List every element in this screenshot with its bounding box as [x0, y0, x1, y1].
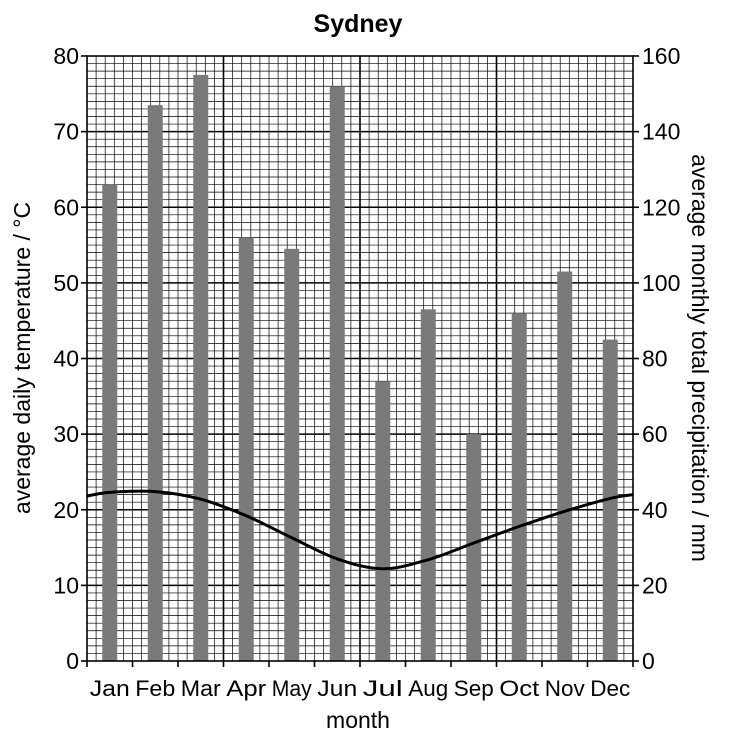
left-tick-label: 0 — [66, 648, 79, 674]
left-tick-label: 70 — [53, 119, 79, 145]
right-tick-label: 120 — [642, 194, 680, 220]
temperature-line — [86, 489, 634, 571]
x-tick-label-dec: Dec — [590, 676, 630, 701]
precipitation-bars — [102, 74, 618, 661]
left-tick-label: 50 — [53, 270, 79, 296]
precip-bar-may — [284, 248, 300, 661]
precip-bar-jan — [102, 184, 118, 661]
precip-bar-mar — [193, 74, 209, 661]
temperature-line-group — [86, 489, 634, 571]
precip-bar-oct — [511, 313, 527, 661]
left-tick-label: 30 — [53, 421, 79, 447]
left-tick-label: 20 — [53, 497, 79, 523]
x-tick-label-apr: Apr — [226, 676, 266, 701]
precip-bar-sep — [466, 434, 482, 661]
left-tick-label: 40 — [53, 346, 79, 372]
left-tick-label: 60 — [53, 194, 79, 220]
precip-bar-feb — [147, 105, 163, 661]
right-tick-label: 20 — [642, 572, 668, 598]
right-tick-label: 40 — [642, 497, 668, 523]
x-tick-label-nov: Nov — [545, 676, 585, 701]
right-tick-label: 0 — [642, 648, 655, 674]
precip-bar-jun — [329, 86, 345, 661]
x-tick-label-may: May — [272, 676, 312, 701]
y-axis-left-label: average daily temperature / °C — [9, 202, 35, 514]
precip-bar-nov — [557, 271, 573, 661]
precip-bar-jul — [375, 381, 391, 661]
x-tick-label-jan: Jan — [90, 676, 130, 701]
right-tick-label: 160 — [642, 43, 680, 69]
x-tick-label-sep: Sep — [454, 676, 494, 701]
precip-bar-apr — [238, 237, 254, 661]
tick-labels: 0 10 20 30 40 50 60 70 80 0 20 40 60 80 100 120 140 160 Ja… — [53, 43, 680, 701]
left-tick-label: 80 — [53, 43, 79, 69]
grid — [87, 56, 633, 661]
x-tick-label-feb: Feb — [135, 676, 175, 701]
x-tick-label-mar: Mar — [181, 676, 221, 701]
right-tick-label: 80 — [642, 346, 668, 372]
y-axis-right-label: average monthly total precipitation / mm — [687, 154, 713, 562]
x-tick-label-jun: Jun — [317, 676, 357, 701]
right-tick-label: 100 — [642, 270, 680, 296]
precip-bar-aug — [420, 309, 436, 661]
right-tick-label: 140 — [642, 119, 680, 145]
x-tick-label-aug: Aug — [408, 676, 448, 701]
x-tick-label-jul: Jul — [363, 676, 403, 701]
x-tick-label-oct: Oct — [499, 676, 539, 701]
right-tick-label: 60 — [642, 421, 668, 447]
precip-bar-dec — [602, 339, 618, 661]
x-axis-label: month — [326, 707, 390, 733]
left-tick-label: 10 — [53, 572, 79, 598]
chart-title: Sydney — [314, 10, 403, 38]
